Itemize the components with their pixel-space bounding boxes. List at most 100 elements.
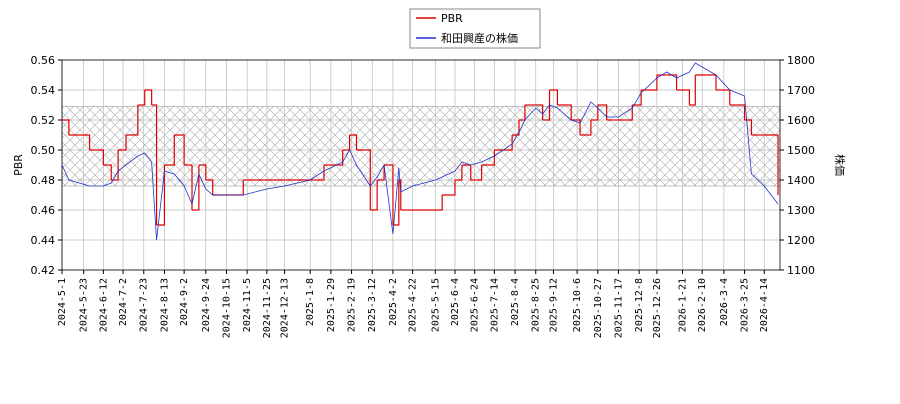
x-tick-label: 2024-6-12	[98, 278, 109, 332]
x-tick-label: 2025-12-26	[652, 278, 663, 338]
y-axis-label: PBR	[12, 154, 25, 176]
pbr-step	[454, 165, 463, 181]
y2-tick-label: 1500	[787, 144, 815, 157]
range-band	[61, 106, 781, 187]
y-tick-label: 0.48	[31, 174, 56, 187]
pbr-step	[590, 105, 599, 121]
pbr-step	[571, 119, 581, 135]
pbr-step	[695, 74, 717, 90]
pbr-step	[676, 89, 690, 105]
pbr-step	[392, 180, 400, 226]
pbr-step	[442, 180, 456, 196]
y2-axis-label: 株価	[833, 154, 847, 176]
pbr-step	[666, 74, 678, 90]
x-tick-label: 2025-10-6	[572, 278, 583, 332]
pbr-step	[118, 135, 127, 151]
x-tick-label: 2025-5-15	[430, 278, 441, 332]
legend: PBR 和田興産の株価	[409, 8, 541, 49]
y-tick-label: 0.44	[31, 234, 56, 247]
x-tick-label: 2024-8-13	[159, 278, 170, 332]
x-tick-label: 2024-9-24	[201, 278, 212, 332]
pbr-step	[349, 134, 358, 150]
pbr-step	[535, 104, 544, 120]
pbr-step	[542, 90, 551, 121]
x-tick-label: 2025-1-8	[305, 278, 316, 326]
pbr-step	[62, 119, 70, 135]
x-tick-label: 2024-11-25	[262, 278, 273, 338]
pbr-step	[557, 104, 572, 120]
y-tick-label: 0.56	[31, 54, 56, 67]
x-tick-label: 2025-12-8	[634, 278, 645, 332]
pbr-step	[103, 164, 112, 180]
pbr-step	[174, 134, 185, 165]
pbr-step	[435, 195, 443, 211]
y2-tick-label: 1600	[787, 114, 815, 127]
x-tick-label: 2025-4-22	[408, 278, 419, 332]
price-line	[61, 62, 779, 241]
x-tick-label: 2025-6-4	[450, 278, 461, 326]
pbr-step	[111, 150, 119, 181]
y-tick-label: 0.52	[31, 114, 56, 127]
legend-label: 和田興産の株価	[441, 31, 518, 45]
x-tick-label: 2025-10-27	[593, 278, 604, 338]
x-tick-label: 2025-2-19	[347, 278, 358, 332]
pbr-step	[689, 75, 696, 106]
x-tick-label: 2025-3-12	[367, 278, 378, 332]
x-tick-label: 2024-12-13	[280, 278, 291, 338]
pbr-step	[323, 150, 344, 166]
y2-tick-label: 1800	[787, 54, 815, 67]
pbr-step	[580, 120, 592, 136]
pbr-step	[151, 104, 158, 225]
pbr-step	[764, 134, 779, 195]
pbr-step	[370, 180, 378, 211]
pbr-step	[137, 90, 146, 106]
pbr-step	[512, 120, 520, 136]
pbr-step	[715, 89, 731, 105]
pbr-step	[184, 164, 193, 210]
pbr-step	[126, 105, 139, 136]
x-tick-label: 2025-1-29	[326, 278, 337, 332]
y2-tick-label: 1100	[787, 264, 815, 277]
pbr-step	[632, 90, 642, 106]
y2-tick-label: 1700	[787, 84, 815, 97]
x-tick-label: 2025-4-2	[388, 278, 399, 326]
x-tick-label: 2024-7-23	[139, 278, 150, 332]
pbr-step	[156, 165, 166, 226]
x-tick-label: 2026-3-25	[740, 278, 751, 332]
pbr-step	[377, 165, 385, 181]
pbr-step	[68, 134, 91, 150]
y2-tick-label: 1200	[787, 234, 815, 247]
pbr-step	[481, 150, 495, 166]
y-tick-label: 0.46	[31, 204, 56, 217]
pbr-step	[597, 104, 608, 120]
x-tick-label: 2024-9-2	[179, 278, 190, 326]
pbr-step	[618, 105, 633, 121]
pbr-step	[384, 164, 394, 225]
x-tick-label: 2025-11-17	[613, 278, 624, 338]
y-tick-label: 0.50	[31, 144, 56, 157]
pbr-step	[205, 179, 214, 195]
x-tick-label: 2026-3-4	[719, 278, 730, 326]
y-tick-label: 0.42	[31, 264, 56, 277]
pbr-step	[549, 89, 559, 105]
pbr-step	[89, 149, 104, 165]
x-tick-label: 2024-11-5	[242, 278, 253, 332]
x-tick-label: 2025-7-14	[489, 278, 500, 332]
x-tick-label: 2024-5-23	[79, 278, 90, 332]
pbr-step	[641, 75, 658, 91]
legend-label: PBR	[441, 12, 463, 25]
y2-tick-label: 1300	[787, 204, 815, 217]
x-tick-label: 2025-9-12	[548, 278, 559, 332]
pbr-step	[729, 104, 746, 120]
pbr-step	[494, 135, 513, 151]
x-tick-label: 2025-6-24	[470, 278, 481, 332]
pbr-step	[144, 89, 153, 105]
pbr-step	[470, 165, 483, 181]
x-tick-label: 2026-4-14	[759, 278, 770, 332]
y-tick-label: 0.54	[31, 84, 56, 97]
x-tick-label: 2025-8-25	[531, 278, 542, 332]
x-tick-label: 2026-1-21	[677, 278, 688, 332]
x-tick-label: 2025-8-4	[510, 278, 521, 326]
x-tick-label: 2024-5-1	[57, 278, 68, 326]
